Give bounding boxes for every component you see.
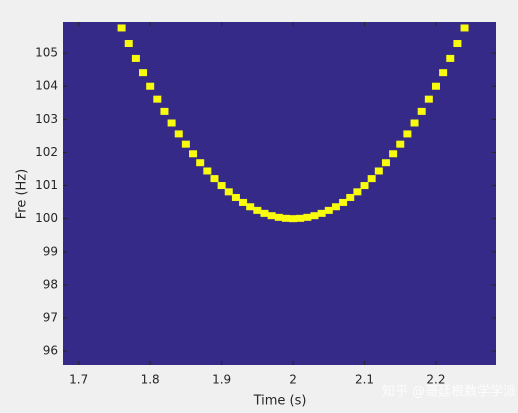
y-tick-label: 97: [43, 310, 58, 324]
ridge-cell: [267, 212, 276, 220]
ridge-cell: [289, 215, 298, 223]
ridge-cell: [231, 193, 240, 201]
ridge-cell: [331, 203, 340, 211]
ridge-cell: [346, 193, 355, 201]
ridge-cell: [460, 24, 469, 32]
ridge-cell: [453, 40, 462, 48]
plot-background: [63, 22, 496, 365]
y-tick-label: 105: [35, 46, 58, 60]
ridge-cell: [160, 107, 169, 115]
ridge-cell: [217, 182, 226, 190]
ridge-cell: [303, 213, 312, 221]
ridge-cell: [246, 203, 255, 211]
ridge-cell: [274, 213, 283, 221]
ridge-cell: [353, 188, 362, 196]
ridge-cell: [360, 182, 369, 190]
ridge-cell: [260, 209, 269, 217]
ridge-cell: [381, 159, 390, 167]
ridge-cell: [389, 150, 398, 158]
ridge-cell: [424, 95, 433, 103]
y-tick-label: 98: [43, 277, 58, 291]
ridge-cell: [131, 54, 140, 62]
ridge-cell: [139, 69, 148, 77]
ridge-cell: [324, 206, 333, 214]
ridge-cell: [253, 206, 262, 214]
ridge-cell: [189, 150, 198, 158]
ridge-cell: [417, 107, 426, 115]
ridge-cell: [281, 214, 290, 222]
ridge-cell: [174, 130, 183, 138]
x-tick-label: 1.9: [212, 373, 231, 387]
ridge-cell: [439, 69, 448, 77]
ridge-cell: [181, 140, 190, 148]
ridge-cell: [167, 119, 176, 127]
plot-area: [117, 24, 469, 223]
ridge-cell: [403, 130, 412, 138]
ridge-cell: [396, 140, 405, 148]
ridge-cell: [367, 175, 376, 183]
ridge-cell: [296, 214, 305, 222]
ridge-cell: [310, 212, 319, 220]
ridge-cell: [224, 188, 233, 196]
y-tick-label: 104: [35, 79, 58, 93]
y-tick-label: 96: [43, 344, 58, 358]
watermark: 知乎 @哥廷根数学学派: [382, 384, 516, 400]
x-tick-label: 2.1: [355, 373, 374, 387]
ridge-cell: [446, 54, 455, 62]
ridge-cell: [317, 209, 326, 217]
x-axis-label: Time (s): [253, 394, 307, 409]
y-tick-label: 100: [35, 211, 58, 225]
ridge-cell: [153, 95, 162, 103]
x-tick-label: 1.7: [69, 373, 88, 387]
ridge-cell: [146, 82, 155, 90]
y-tick-label: 103: [35, 112, 58, 126]
x-tick-label: 1.8: [141, 373, 160, 387]
y-tick-label: 102: [35, 145, 58, 159]
ridge-cell: [339, 198, 348, 206]
ridge-cell: [196, 159, 205, 167]
y-axis-label: Fre (Hz): [15, 169, 30, 219]
ridge-cell: [431, 82, 440, 90]
ridge-cell: [117, 24, 126, 32]
ridge-cell: [210, 175, 219, 183]
ridge-cell: [203, 167, 212, 175]
x-tick-label: 2.2: [426, 373, 445, 387]
ridge-cell: [124, 40, 133, 48]
y-tick-label: 101: [35, 178, 58, 192]
ridge-cell: [410, 119, 419, 127]
ridge-cell: [239, 198, 248, 206]
ridge-cell: [374, 167, 383, 175]
y-tick-label: 99: [43, 244, 58, 258]
x-tick-label: 2: [289, 373, 297, 387]
